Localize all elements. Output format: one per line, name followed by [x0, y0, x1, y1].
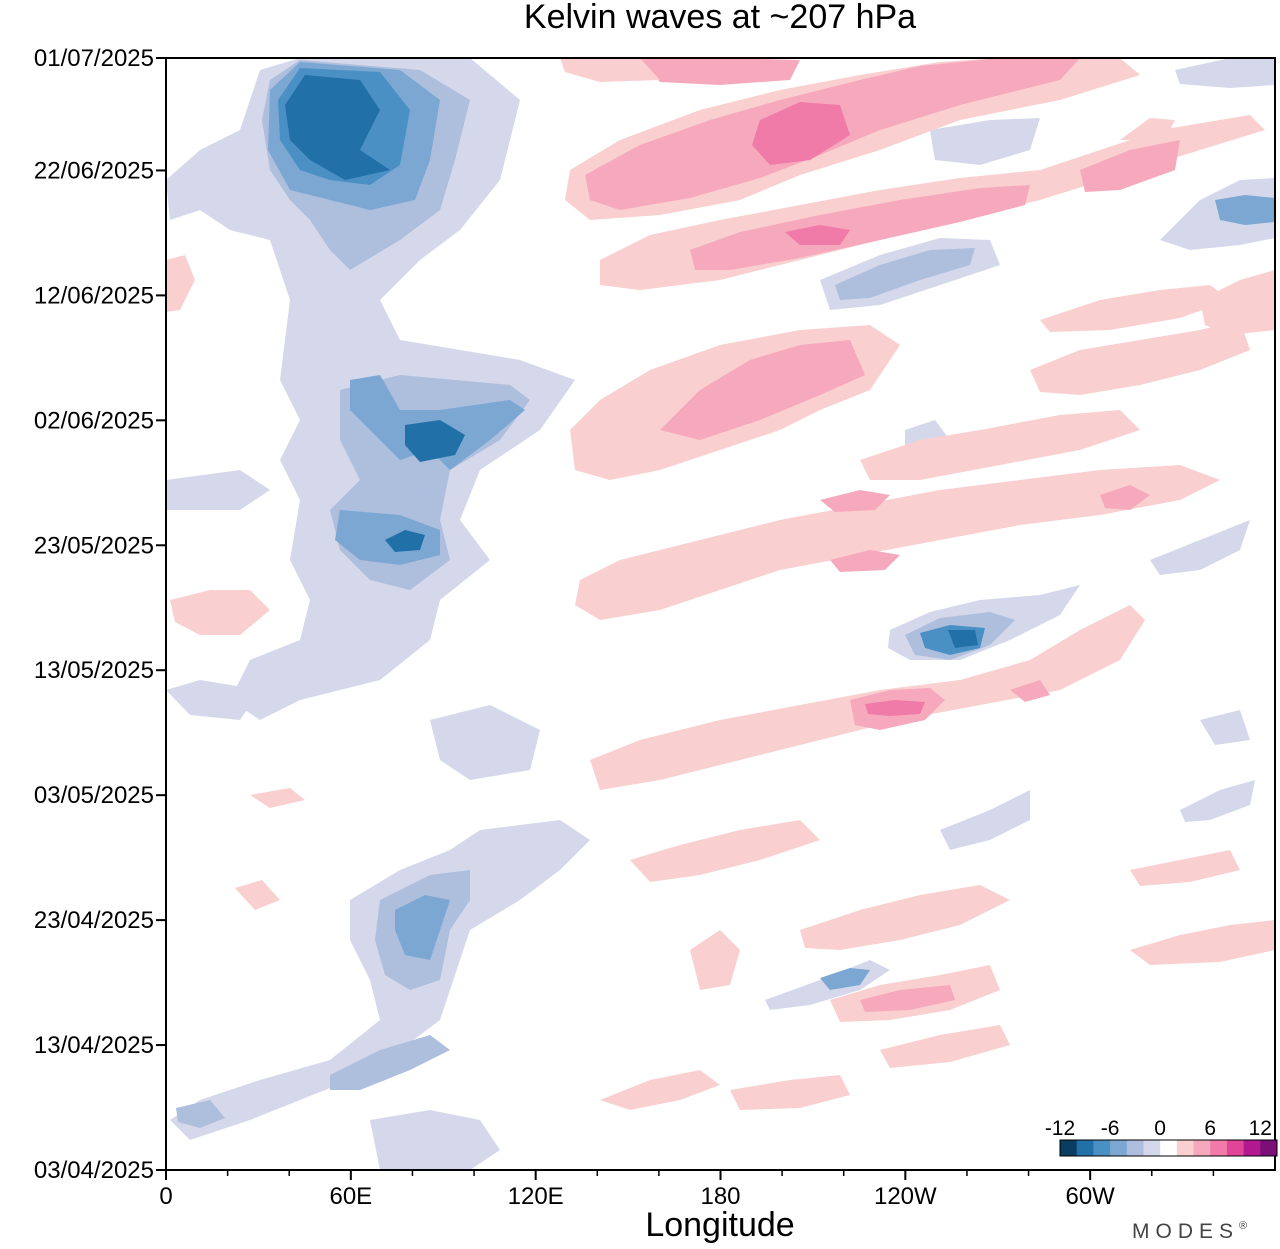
contour-neg-36 — [820, 968, 870, 990]
contour-pos-32 — [1130, 920, 1275, 965]
x-tick-label: 180 — [700, 1183, 740, 1210]
colorbar-swatch — [1126, 1140, 1144, 1156]
contour-neg-11 — [385, 530, 425, 552]
contour-neg-33 — [1150, 520, 1250, 575]
colorbar-border — [1059, 1139, 1278, 1157]
colorbar-swatch — [1260, 1140, 1278, 1156]
contour-neg-5 — [285, 75, 390, 180]
contour-neg-17 — [370, 1110, 500, 1170]
contour-neg-25 — [1215, 195, 1275, 225]
colorbar-tick-label: 12 — [1249, 1117, 1272, 1140]
y-tick-label: 22/06/2025 — [34, 157, 154, 184]
contour-pos-12 — [860, 410, 1140, 480]
contour-pos-5 — [560, 58, 660, 82]
contour-pos-15 — [830, 550, 900, 572]
contour-pos-16 — [1100, 485, 1150, 510]
contour-neg-14 — [395, 895, 450, 960]
contour-neg-26 — [1175, 58, 1275, 88]
x-tick-label: 60W — [1065, 1183, 1115, 1210]
colorbar-swatch — [1210, 1140, 1228, 1156]
modes-logo-mark: ® — [1239, 1220, 1253, 1232]
contour-neg-10 — [405, 420, 465, 462]
colorbar-swatch — [1110, 1140, 1128, 1156]
contour-neg-12 — [170, 820, 590, 1140]
y-tick-label: 13/05/2025 — [34, 657, 154, 684]
colorbar-swatch — [1093, 1140, 1111, 1156]
contour-neg-38 — [1200, 710, 1250, 745]
contour-neg-18 — [166, 470, 270, 510]
contour-pos-9 — [1080, 140, 1180, 192]
colorbar: -12 -6 0 6 12 — [1045, 1117, 1278, 1157]
contour-pos-31 — [880, 1025, 1010, 1068]
x-tick-label: 0 — [159, 1183, 172, 1210]
contour-pos-25 — [800, 885, 1010, 950]
colorbar-swatch — [1060, 1140, 1078, 1156]
contour-neg-37 — [1180, 780, 1255, 822]
contour-field — [166, 58, 1275, 1170]
chart-title: Kelvin waves at ~207 hPa — [524, 0, 916, 36]
colorbar-tick-label: -6 — [1101, 1117, 1120, 1140]
contour-pos-3 — [752, 102, 850, 165]
contour-pos-21 — [1030, 320, 1250, 395]
contour-pos-24 — [630, 820, 820, 882]
y-tick-label: 03/05/2025 — [34, 782, 154, 809]
colorbar-swatch — [1243, 1140, 1261, 1156]
contour-neg-9 — [335, 510, 440, 565]
contour-neg-16 — [176, 1100, 225, 1128]
colorbar-swatch — [1193, 1140, 1211, 1156]
contour-neg-19 — [430, 705, 540, 780]
modes-logo-text: MODES — [1132, 1220, 1239, 1243]
contour-pos-19 — [865, 700, 925, 716]
contour-pos-13 — [575, 465, 1220, 620]
y-tick-label: 03/04/2025 — [34, 1157, 154, 1184]
contour-pos-30 — [730, 1075, 850, 1110]
y-axis: 01/07/2025 22/06/2025 12/06/2025 02/06/2025… — [34, 45, 166, 1184]
contour-pos-7 — [690, 185, 1030, 270]
contour-pos-8 — [785, 225, 850, 245]
contour-pos-28 — [690, 930, 740, 990]
contour-neg-34 — [940, 790, 1030, 850]
contour-neg-20 — [166, 680, 260, 720]
contour-neg-23 — [930, 118, 1040, 165]
contour-pos-33 — [1130, 850, 1240, 886]
colorbar-tick-label: 0 — [1154, 1117, 1166, 1140]
colorbar-swatch — [1176, 1140, 1195, 1156]
contour-pos-36 — [250, 788, 305, 808]
colorbar-swatch — [1143, 1140, 1161, 1156]
contour-pos-37 — [235, 880, 280, 910]
y-tick-label: 12/06/2025 — [34, 282, 154, 309]
contour-pos-34 — [170, 590, 270, 635]
x-tick-label: 120W — [874, 1183, 937, 1210]
x-axis: 0 60E 120E 180 120W 60W — [159, 1170, 1215, 1210]
contour-pos-11 — [660, 340, 865, 440]
contour-pos-4 — [635, 58, 800, 85]
y-tick-label: 01/07/2025 — [34, 45, 154, 72]
contour-pos-23 — [1200, 270, 1275, 335]
contour-pos-20 — [1010, 680, 1050, 702]
contour-neg-30 — [948, 630, 978, 648]
contour-pos-14 — [820, 490, 890, 512]
y-tick-label: 13/04/2025 — [34, 1032, 154, 1059]
y-tick-label: 23/04/2025 — [34, 907, 154, 934]
contour-pos-22 — [1040, 285, 1230, 332]
contour-pos-35 — [166, 255, 195, 312]
colorbar-swatch — [1226, 1140, 1245, 1156]
colorbar-swatch — [1160, 1140, 1178, 1156]
colorbar-tick-label: 6 — [1204, 1117, 1216, 1140]
contour-pos-27 — [860, 985, 955, 1012]
x-axis-label: Longitude — [645, 1206, 794, 1244]
contour-neg-22 — [835, 248, 975, 300]
contour-neg-15 — [330, 1035, 450, 1090]
contour-pos-38 — [1120, 118, 1175, 140]
colorbar-tick-label: -12 — [1045, 1117, 1075, 1140]
y-tick-label: 02/06/2025 — [34, 407, 154, 434]
contour-pos-29 — [600, 1070, 720, 1110]
x-tick-label: 60E — [329, 1183, 372, 1210]
colorbar-swatch — [1076, 1140, 1094, 1156]
y-tick-label: 23/05/2025 — [34, 532, 154, 559]
modes-logo: MODES® — [1132, 1220, 1253, 1243]
x-tick-label: 120E — [508, 1183, 564, 1210]
